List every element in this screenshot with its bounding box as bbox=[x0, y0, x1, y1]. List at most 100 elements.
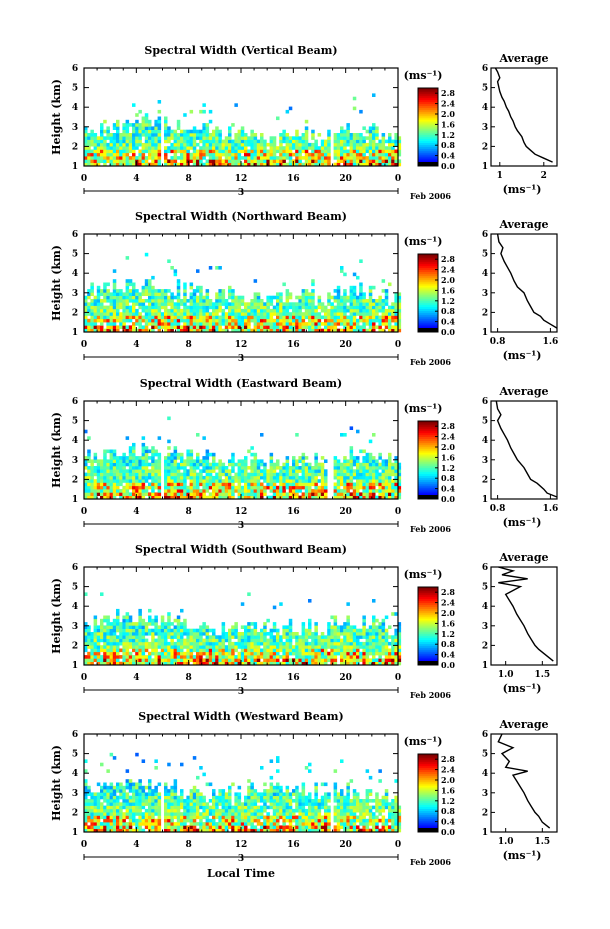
heatmap-cell bbox=[311, 479, 315, 483]
heatmap-cell bbox=[186, 641, 190, 646]
heatmap-cell bbox=[301, 466, 306, 470]
heatmap-cell bbox=[247, 449, 251, 454]
heatmap-cell bbox=[228, 459, 232, 463]
heatmap-cell bbox=[116, 462, 120, 467]
heatmap-cell bbox=[183, 628, 187, 633]
heatmap-cell bbox=[135, 315, 139, 320]
heatmap-cell bbox=[215, 292, 219, 296]
heatmap-cell bbox=[116, 466, 120, 470]
heatmap-cell bbox=[333, 625, 338, 629]
heatmap-cell bbox=[167, 632, 171, 636]
heatmap-cell bbox=[311, 159, 315, 163]
heatmap-cell bbox=[135, 156, 139, 160]
heatmap-cell bbox=[215, 126, 219, 130]
heatmap-cell bbox=[314, 462, 318, 467]
heatmap-cell bbox=[202, 661, 206, 666]
heatmap-cell bbox=[343, 469, 347, 473]
heatmap-cell bbox=[132, 485, 136, 490]
heatmap-cell bbox=[90, 661, 94, 666]
heatmap-cell bbox=[263, 466, 267, 470]
heatmap-cell bbox=[122, 658, 126, 662]
heatmap-cell bbox=[132, 452, 136, 457]
heatmap-cell bbox=[116, 645, 120, 649]
heatmap-cell bbox=[221, 658, 226, 662]
heatmap-cell bbox=[311, 651, 315, 656]
heatmap-cell bbox=[288, 312, 293, 316]
heatmap-cell bbox=[112, 146, 117, 150]
heatmap-cell bbox=[128, 469, 133, 473]
heatmap-cell bbox=[359, 318, 363, 323]
heatmap-cell bbox=[311, 489, 315, 493]
heatmap-cell bbox=[263, 142, 267, 147]
heatmap-cell bbox=[164, 638, 168, 643]
heatmap-cell bbox=[237, 299, 242, 303]
heatmap-cell bbox=[333, 456, 338, 460]
heatmap-cell bbox=[87, 485, 91, 490]
heatmap-cell bbox=[304, 485, 309, 490]
heatmap-cell bbox=[327, 315, 331, 320]
heatmap-cell bbox=[298, 315, 302, 320]
heatmap-cell bbox=[250, 139, 254, 144]
heatmap-cell bbox=[394, 469, 398, 473]
heatmap-cell bbox=[253, 648, 258, 653]
heatmap-cell bbox=[135, 655, 139, 659]
heatmap-cell bbox=[228, 136, 232, 140]
heatmap-cell bbox=[119, 146, 123, 150]
colorbar-swatch bbox=[418, 255, 438, 259]
heatmap-cell bbox=[327, 162, 331, 167]
heatmap-cell bbox=[304, 152, 309, 157]
heatmap-cell bbox=[160, 292, 165, 296]
heatmap-cell bbox=[125, 658, 130, 662]
heatmap-cell bbox=[362, 328, 366, 333]
heatmap-cell bbox=[87, 635, 91, 639]
x-tick-label: 12 bbox=[235, 340, 248, 350]
heatmap-cell bbox=[375, 489, 379, 493]
heatmap-cell bbox=[349, 328, 354, 333]
heatmap-cell bbox=[343, 475, 347, 480]
colorbar-swatch bbox=[418, 426, 438, 430]
heatmap-cell bbox=[368, 162, 373, 167]
heatmap-cell bbox=[128, 479, 133, 483]
heatmap-cell bbox=[356, 638, 360, 643]
heatmap-cell bbox=[96, 625, 101, 629]
heatmap-cell bbox=[109, 466, 114, 470]
heatmap-cell bbox=[112, 482, 117, 487]
heatmap-cell bbox=[176, 136, 181, 140]
heatmap-cell bbox=[269, 495, 274, 500]
heatmap-cell bbox=[336, 482, 341, 487]
heatmap-cell bbox=[186, 472, 190, 477]
heatmap-cell bbox=[202, 103, 206, 107]
heatmap-cell bbox=[308, 318, 312, 323]
heatmap-cell bbox=[87, 658, 91, 662]
heatmap-cell bbox=[228, 146, 232, 150]
panel-3: Spectral Width (Southward Beam)0 4 8 12 16 20… bbox=[50, 543, 558, 700]
heatmap-cell bbox=[141, 635, 146, 639]
heatmap-cell bbox=[167, 315, 171, 320]
heatmap-cell bbox=[192, 299, 197, 303]
heatmap-cell bbox=[109, 318, 114, 323]
heatmap-cell bbox=[144, 638, 149, 643]
heatmap-cell bbox=[247, 635, 251, 639]
heatmap-cell bbox=[266, 661, 270, 666]
heatmap-cell bbox=[375, 142, 379, 147]
heatmap-cell bbox=[170, 622, 174, 626]
heatmap-cell bbox=[263, 479, 267, 483]
x-tick-label: 16 bbox=[287, 340, 300, 350]
heatmap-cell bbox=[84, 162, 88, 167]
heatmap-cell bbox=[391, 482, 395, 487]
heatmap-cell bbox=[199, 482, 203, 487]
heatmap-cell bbox=[96, 285, 101, 290]
heatmap-cell bbox=[368, 299, 373, 303]
heatmap-cell bbox=[375, 618, 379, 623]
heatmap-cell bbox=[362, 655, 366, 659]
heatmap-cell bbox=[100, 628, 104, 633]
heatmap-cell bbox=[330, 658, 334, 662]
heatmap-cell bbox=[151, 152, 155, 157]
heatmap-cell bbox=[135, 456, 139, 460]
heatmap-cell bbox=[397, 485, 402, 490]
heatmap-cell bbox=[212, 315, 216, 320]
heatmap-cell bbox=[298, 295, 302, 300]
heatmap-cell bbox=[301, 459, 306, 463]
heatmap-cell bbox=[320, 485, 325, 490]
colorbar-tick-label: 0.8 bbox=[441, 306, 455, 316]
